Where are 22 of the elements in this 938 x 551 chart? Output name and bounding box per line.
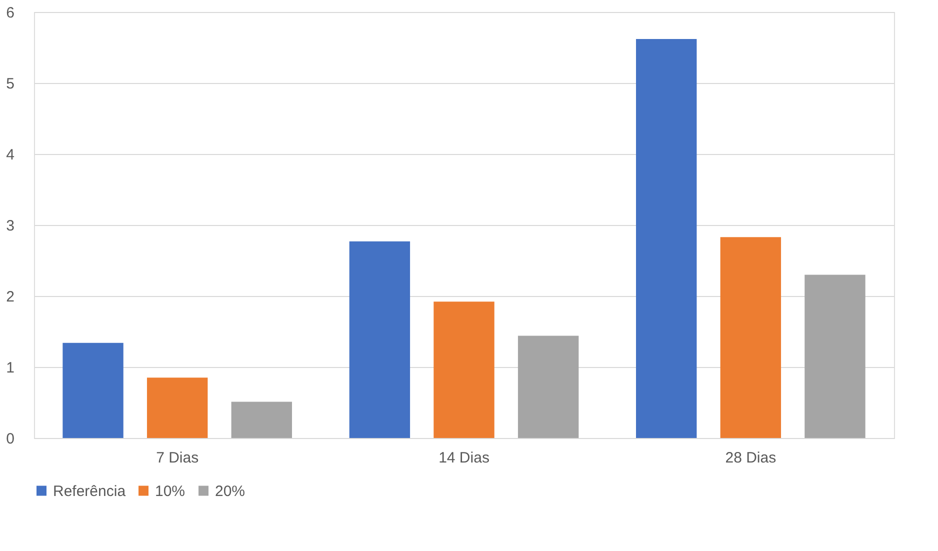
- legend-label: 20%: [215, 482, 246, 500]
- x-tick-label: 7 Dias: [156, 450, 199, 466]
- bar: [720, 237, 782, 438]
- y-tick-label: 4: [6, 146, 14, 164]
- y-tick-label: 5: [6, 76, 14, 92]
- y-tick-label: 2: [6, 288, 14, 306]
- bar: [349, 241, 410, 438]
- y-tick-label: 0: [6, 430, 14, 448]
- bar: [804, 274, 866, 438]
- bar: [231, 402, 292, 438]
- y-tick-label: 6: [6, 4, 14, 22]
- y-tick-label: 3: [6, 218, 14, 234]
- legend-label: 10%: [155, 482, 186, 500]
- x-tick-label: 28 Dias: [725, 450, 776, 466]
- legend-label: Referência: [53, 482, 126, 500]
- bar: [636, 38, 697, 438]
- bar: [434, 302, 494, 438]
- y-tick-label: 1: [6, 360, 14, 376]
- x-tick-label: 14 Dias: [438, 450, 490, 466]
- bar: [518, 336, 579, 438]
- bar: [146, 378, 208, 438]
- bar: [62, 342, 124, 438]
